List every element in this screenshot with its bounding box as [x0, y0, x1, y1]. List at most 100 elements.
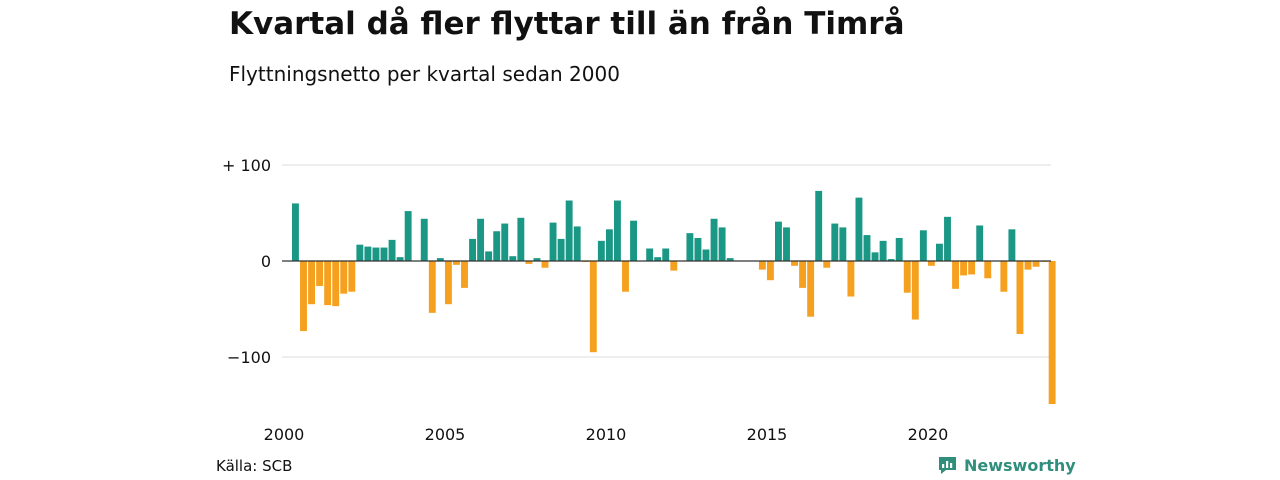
- bar-3: [316, 261, 324, 286]
- bar-54: [726, 258, 734, 261]
- bar-89: [1008, 229, 1016, 261]
- bar-47: [670, 261, 678, 271]
- bar-51: [702, 249, 710, 261]
- bar-8: [356, 244, 364, 261]
- bar-41: [622, 261, 629, 292]
- x-tick-labels: 2000 2005 2010 2015 2020: [264, 425, 949, 444]
- bar-66: [823, 261, 831, 268]
- bar-27: [509, 256, 517, 261]
- bar-71: [863, 235, 871, 261]
- bar-9: [364, 246, 372, 261]
- bar-5: [332, 261, 340, 307]
- bar-53: [718, 227, 726, 261]
- bar-33: [557, 238, 565, 261]
- bar-11: [380, 247, 388, 261]
- bar-77: [911, 261, 919, 320]
- x-tick-label: 2005: [425, 425, 466, 444]
- bar-14: [404, 211, 412, 261]
- bar-38: [597, 240, 605, 261]
- bar-18: [436, 258, 444, 261]
- x-tick-label: 2015: [747, 425, 788, 444]
- bar-16: [420, 218, 428, 261]
- x-tick-label: 2010: [586, 425, 627, 444]
- bar-34: [565, 200, 573, 261]
- bar-37: [589, 261, 597, 353]
- bar-62: [791, 261, 798, 266]
- bar-4: [324, 261, 332, 306]
- bar-79: [927, 261, 935, 266]
- bar-20: [453, 261, 460, 265]
- bar-61: [783, 227, 790, 261]
- bar-28: [517, 217, 525, 261]
- bar-74: [887, 259, 895, 261]
- bar-46: [662, 248, 670, 261]
- bar-58: [758, 261, 766, 270]
- bar-22: [469, 238, 476, 261]
- bar-24: [485, 251, 493, 261]
- bar-72: [871, 252, 879, 261]
- bar-84: [968, 261, 976, 275]
- bar-29: [525, 261, 533, 264]
- bar-6: [340, 261, 348, 294]
- chart-subtitle: Flyttningsnetto per kvartal sedan 2000: [229, 62, 620, 86]
- bar-19: [444, 261, 452, 305]
- bar-35: [573, 226, 581, 261]
- bar-49: [686, 233, 694, 261]
- bar-60: [775, 221, 782, 261]
- bar-65: [815, 190, 823, 261]
- chart-title: Kvartal då fler flyttar till än från Tim…: [229, 6, 905, 42]
- bar-82: [952, 261, 959, 289]
- y-tick-labels: + 100 0 −100: [222, 156, 271, 367]
- bar-88: [1000, 261, 1008, 292]
- bar-52: [710, 218, 718, 261]
- bar-45: [654, 257, 662, 261]
- bar-70: [855, 197, 863, 261]
- bar-92: [1032, 261, 1040, 267]
- source-label: Källa: SCB: [216, 457, 293, 475]
- bar-81: [944, 216, 951, 261]
- y-tick-label: + 100: [222, 156, 271, 175]
- bar-40: [614, 200, 621, 261]
- y-tick-label: −100: [227, 348, 271, 367]
- bar-83: [960, 261, 968, 276]
- bar-90: [1016, 261, 1024, 334]
- bar-50: [694, 237, 702, 261]
- bar-25: [493, 231, 501, 261]
- x-tick-label: 2020: [908, 425, 949, 444]
- bar-31: [541, 261, 549, 268]
- bar-80: [936, 243, 943, 261]
- bar-7: [348, 261, 356, 292]
- bar-21: [461, 261, 468, 288]
- brand-logo: Newsworthy: [937, 455, 1076, 476]
- bar-10: [372, 247, 380, 261]
- bar-94: [1048, 261, 1056, 405]
- gridlines: [282, 164, 1051, 358]
- bar-44: [646, 248, 654, 261]
- bar-86: [984, 261, 992, 279]
- bar-1: [300, 261, 307, 332]
- bar-78: [919, 230, 927, 261]
- bar-59: [766, 261, 774, 281]
- y-tick-label: 0: [261, 252, 271, 271]
- brand-name: Newsworthy: [964, 456, 1076, 475]
- bar-0: [292, 203, 299, 261]
- bar-73: [879, 240, 887, 261]
- bar-42: [630, 220, 637, 261]
- bar-39: [605, 229, 613, 261]
- bar-26: [501, 223, 509, 261]
- bar-85: [976, 225, 984, 261]
- bar-23: [477, 218, 485, 261]
- bar-64: [807, 261, 815, 317]
- bar-13: [396, 257, 404, 261]
- bar-30: [533, 258, 541, 261]
- bar-2: [308, 261, 315, 305]
- bar-17: [428, 261, 436, 313]
- bar-67: [831, 223, 839, 261]
- bar-75: [895, 237, 903, 261]
- bar-63: [799, 261, 807, 288]
- bar-91: [1024, 261, 1032, 270]
- bar-12: [388, 239, 396, 261]
- newsworthy-logo-icon: [939, 457, 956, 474]
- x-tick-label: 2000: [264, 425, 305, 444]
